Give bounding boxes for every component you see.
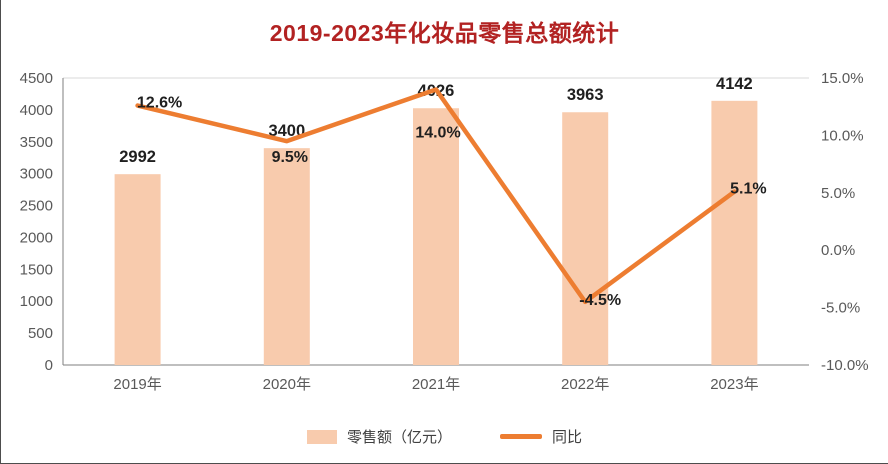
- bar-label: 4142: [716, 75, 753, 93]
- category-label: 2022年: [561, 376, 609, 393]
- left-axis-tick: 4000: [20, 102, 53, 119]
- yoy-line: [135, 87, 737, 305]
- left-axis-tick: 1000: [20, 293, 53, 310]
- bar-2023年: [711, 100, 758, 365]
- bar-2020年: [263, 148, 310, 365]
- line-label: 12.6%: [137, 95, 182, 112]
- right-axis-tick: 5.0%: [821, 185, 855, 202]
- category-label: 2019年: [113, 376, 161, 393]
- right-axis-tick: 10.0%: [821, 127, 864, 144]
- category-label: 2023年: [710, 376, 758, 393]
- left-axis-tick: 4500: [20, 70, 53, 87]
- category-label: 2021年: [412, 376, 460, 393]
- category-label: 2020年: [263, 376, 311, 393]
- line-label: 9.5%: [272, 149, 308, 166]
- bar-label: 3963: [567, 86, 604, 104]
- right-axis-tick: -5.0%: [821, 300, 860, 317]
- legend-label-bar-series: 零售额（亿元）: [346, 429, 452, 446]
- left-axis-tick: 3500: [20, 134, 53, 151]
- legend-item-bar-series: 零售额（亿元）: [306, 426, 452, 447]
- line-label: 5.1%: [730, 181, 766, 198]
- chart-title: 2019-2023年化妆品零售总额统计: [269, 20, 620, 46]
- bar-2021年: [413, 108, 459, 366]
- bar-2022年: [562, 112, 609, 366]
- left-axis-tick: 2000: [20, 229, 53, 246]
- bar-2019年: [114, 174, 161, 365]
- bar-label: 2992: [119, 148, 156, 166]
- right-axis-tick: -10.0%: [821, 357, 869, 374]
- legend-item-line-series: 同比: [500, 426, 582, 447]
- right-axis-tick: 15.0%: [821, 70, 864, 87]
- bar-series-swatch-icon: [306, 429, 337, 444]
- left-axis-tick: 500: [28, 325, 53, 342]
- legend-label-line-series: 同比: [552, 429, 583, 446]
- line-label: -4.5%: [579, 292, 621, 309]
- line-label: 14.0%: [415, 124, 460, 141]
- right-axis-tick: 0.0%: [821, 242, 855, 259]
- line-series-swatch-icon: [500, 434, 542, 439]
- left-axis-tick: 0: [45, 357, 53, 374]
- legend: 零售额（亿元） 同比: [1, 426, 888, 447]
- left-axis-tick: 3000: [20, 166, 53, 183]
- left-axis-tick: 2500: [20, 198, 53, 215]
- left-axis-tick: 1500: [20, 261, 53, 278]
